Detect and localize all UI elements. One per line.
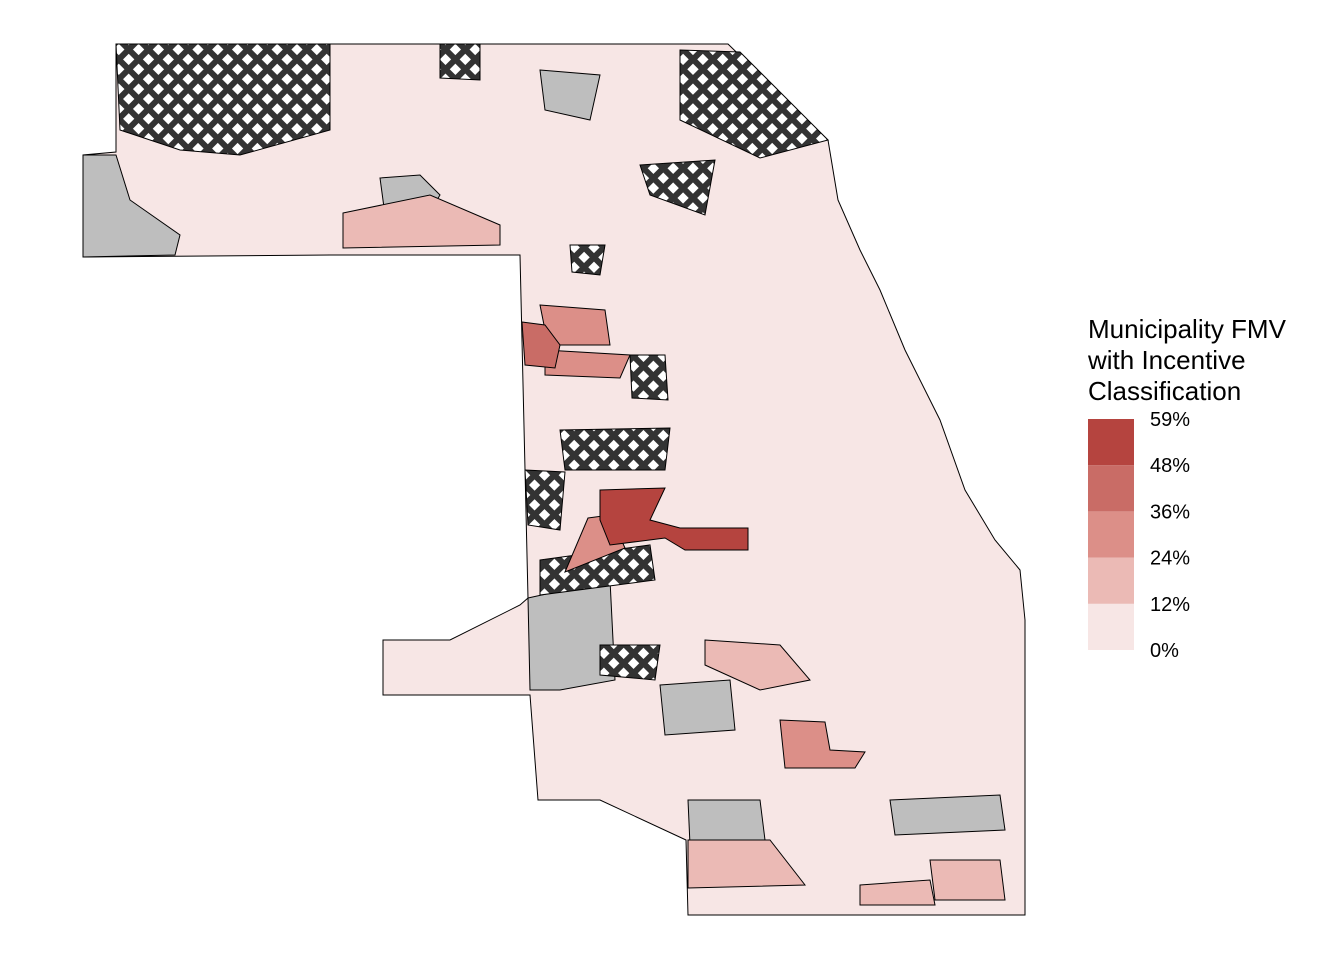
unincorporated-area bbox=[82, 154, 181, 258]
legend-swatch bbox=[1088, 419, 1134, 466]
legend-label: 24% bbox=[1150, 548, 1190, 570]
municipality bbox=[687, 839, 807, 889]
excluded-area bbox=[679, 49, 829, 159]
municipality bbox=[599, 487, 749, 551]
excluded-area bbox=[524, 469, 566, 531]
legend-title: Municipality FMV bbox=[1088, 314, 1287, 344]
legend-swatch bbox=[1088, 557, 1134, 604]
excluded-area bbox=[629, 354, 669, 401]
unincorporated-area bbox=[889, 794, 1006, 836]
legend-label: 0% bbox=[1150, 640, 1179, 662]
legend-label: 12% bbox=[1150, 594, 1190, 616]
unincorporated-area bbox=[659, 679, 736, 736]
excluded-area bbox=[559, 427, 671, 471]
municipality bbox=[704, 639, 811, 691]
excluded-area bbox=[115, 43, 331, 156]
legend-swatch bbox=[1088, 603, 1134, 650]
municipality bbox=[859, 879, 936, 906]
legend-swatch bbox=[1088, 465, 1134, 512]
legend-title: with Incentive bbox=[1087, 345, 1246, 375]
municipality bbox=[779, 719, 866, 769]
excluded-area bbox=[639, 159, 716, 216]
municipality bbox=[929, 859, 1006, 901]
legend-label: 36% bbox=[1150, 501, 1190, 523]
unincorporated-area bbox=[539, 69, 601, 121]
municipality bbox=[342, 194, 501, 249]
unincorporated-area bbox=[687, 799, 766, 846]
municipality bbox=[521, 321, 561, 369]
legend: Municipality FMV with Incentive Classifi… bbox=[1087, 314, 1287, 662]
legend-label: 48% bbox=[1150, 455, 1190, 477]
county-map bbox=[82, 43, 1026, 916]
legend-title: Classification bbox=[1088, 376, 1241, 406]
excluded-area bbox=[599, 644, 661, 681]
excluded-area bbox=[569, 244, 606, 276]
legend-swatch bbox=[1088, 511, 1134, 558]
excluded-area bbox=[439, 43, 481, 81]
legend-label: 59% bbox=[1150, 409, 1190, 431]
